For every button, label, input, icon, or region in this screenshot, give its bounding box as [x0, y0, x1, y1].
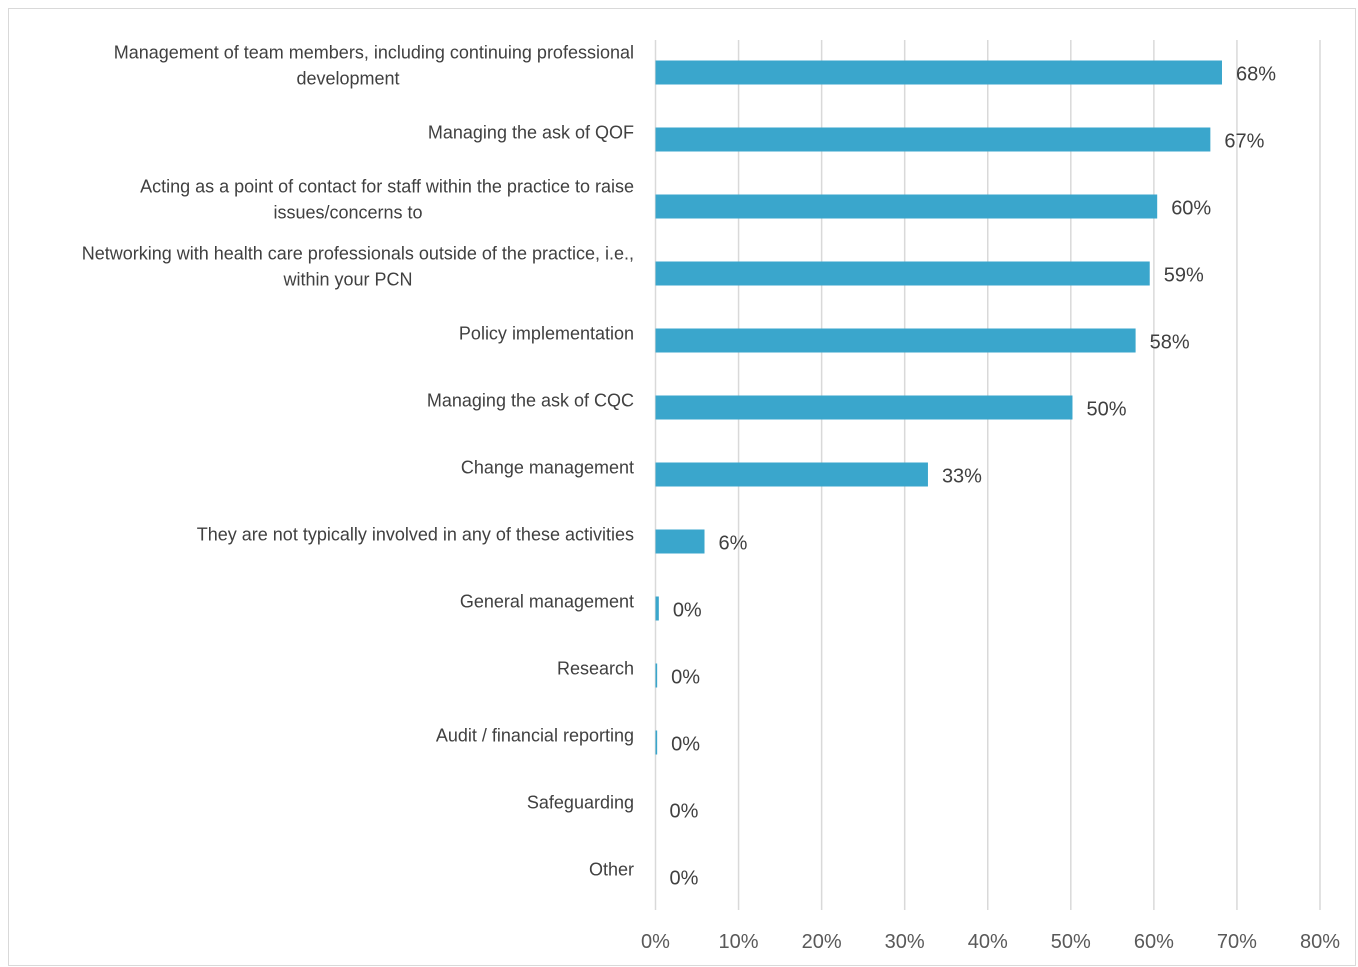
category-label-line: Safeguarding: [527, 793, 634, 813]
category-label-8: General management: [460, 592, 634, 612]
bar-5: [655, 395, 1073, 420]
value-label-11: 0%: [670, 801, 699, 823]
category-label-1: Managing the ask of QOF: [428, 123, 634, 143]
value-label-9: 0%: [671, 667, 700, 689]
value-label-5: 50%: [1086, 399, 1126, 421]
x-tick-label-2: 20%: [802, 931, 842, 953]
category-label-line: Networking with health care professional…: [82, 244, 634, 264]
bar-3: [655, 261, 1150, 286]
category-label-line: Acting as a point of contact for staff w…: [140, 177, 634, 197]
category-label-6: Change management: [461, 458, 634, 478]
value-label-3: 59%: [1164, 265, 1204, 287]
category-label-line: Research: [557, 659, 634, 679]
bar-4: [655, 328, 1136, 353]
category-label-0: Management of team members, including co…: [114, 43, 634, 89]
bar-6: [655, 462, 928, 487]
category-label-line: development: [296, 69, 399, 89]
value-label-8: 0%: [673, 600, 702, 622]
category-label-line: Managing the ask of CQC: [427, 391, 634, 411]
value-label-1: 67%: [1224, 131, 1264, 153]
x-tick-label-1: 10%: [719, 931, 759, 953]
category-label-line: issues/concerns to: [273, 203, 422, 223]
category-label-5: Managing the ask of CQC: [427, 391, 634, 411]
value-label-2: 60%: [1171, 198, 1211, 220]
value-label-7: 6%: [719, 533, 748, 555]
category-label-3: Networking with health care professional…: [82, 244, 634, 290]
bar-2: [655, 194, 1158, 219]
x-tick-label-6: 60%: [1134, 931, 1174, 953]
x-tick-label-7: 70%: [1217, 931, 1257, 953]
category-label-2: Acting as a point of contact for staff w…: [140, 177, 634, 223]
category-label-line: Managing the ask of QOF: [428, 123, 634, 143]
bar-10: [655, 730, 658, 755]
bar-1: [655, 127, 1211, 152]
category-label-line: General management: [460, 592, 634, 612]
category-label-line: Policy implementation: [459, 324, 634, 344]
category-label-10: Audit / financial reporting: [436, 726, 634, 746]
value-label-4: 58%: [1150, 332, 1190, 354]
category-label-line: Audit / financial reporting: [436, 726, 634, 746]
category-label-line: They are not typically involved in any o…: [197, 525, 634, 545]
value-label-0: 68%: [1236, 64, 1276, 86]
category-label-4: Policy implementation: [459, 324, 634, 344]
category-label-11: Safeguarding: [527, 793, 634, 813]
bar-9: [655, 663, 658, 688]
category-label-line: Change management: [461, 458, 634, 478]
bar-8: [655, 596, 659, 621]
bar-0: [655, 60, 1222, 85]
category-label-line: Other: [589, 860, 634, 880]
bar-7: [655, 529, 705, 554]
value-label-12: 0%: [670, 868, 699, 890]
chart-frame: [8, 8, 1356, 966]
x-tick-label-3: 30%: [885, 931, 925, 953]
value-label-6: 33%: [942, 466, 982, 488]
category-label-12: Other: [589, 860, 634, 880]
category-label-9: Research: [557, 659, 634, 679]
x-tick-label-5: 50%: [1051, 931, 1091, 953]
category-label-line: Management of team members, including co…: [114, 43, 634, 63]
category-label-7: They are not typically involved in any o…: [197, 525, 634, 545]
x-tick-label-4: 40%: [968, 931, 1008, 953]
value-label-10: 0%: [671, 734, 700, 756]
category-label-line: within your PCN: [282, 270, 412, 290]
x-tick-label-8: 80%: [1300, 931, 1340, 953]
x-tick-label-0: 0%: [641, 931, 670, 953]
